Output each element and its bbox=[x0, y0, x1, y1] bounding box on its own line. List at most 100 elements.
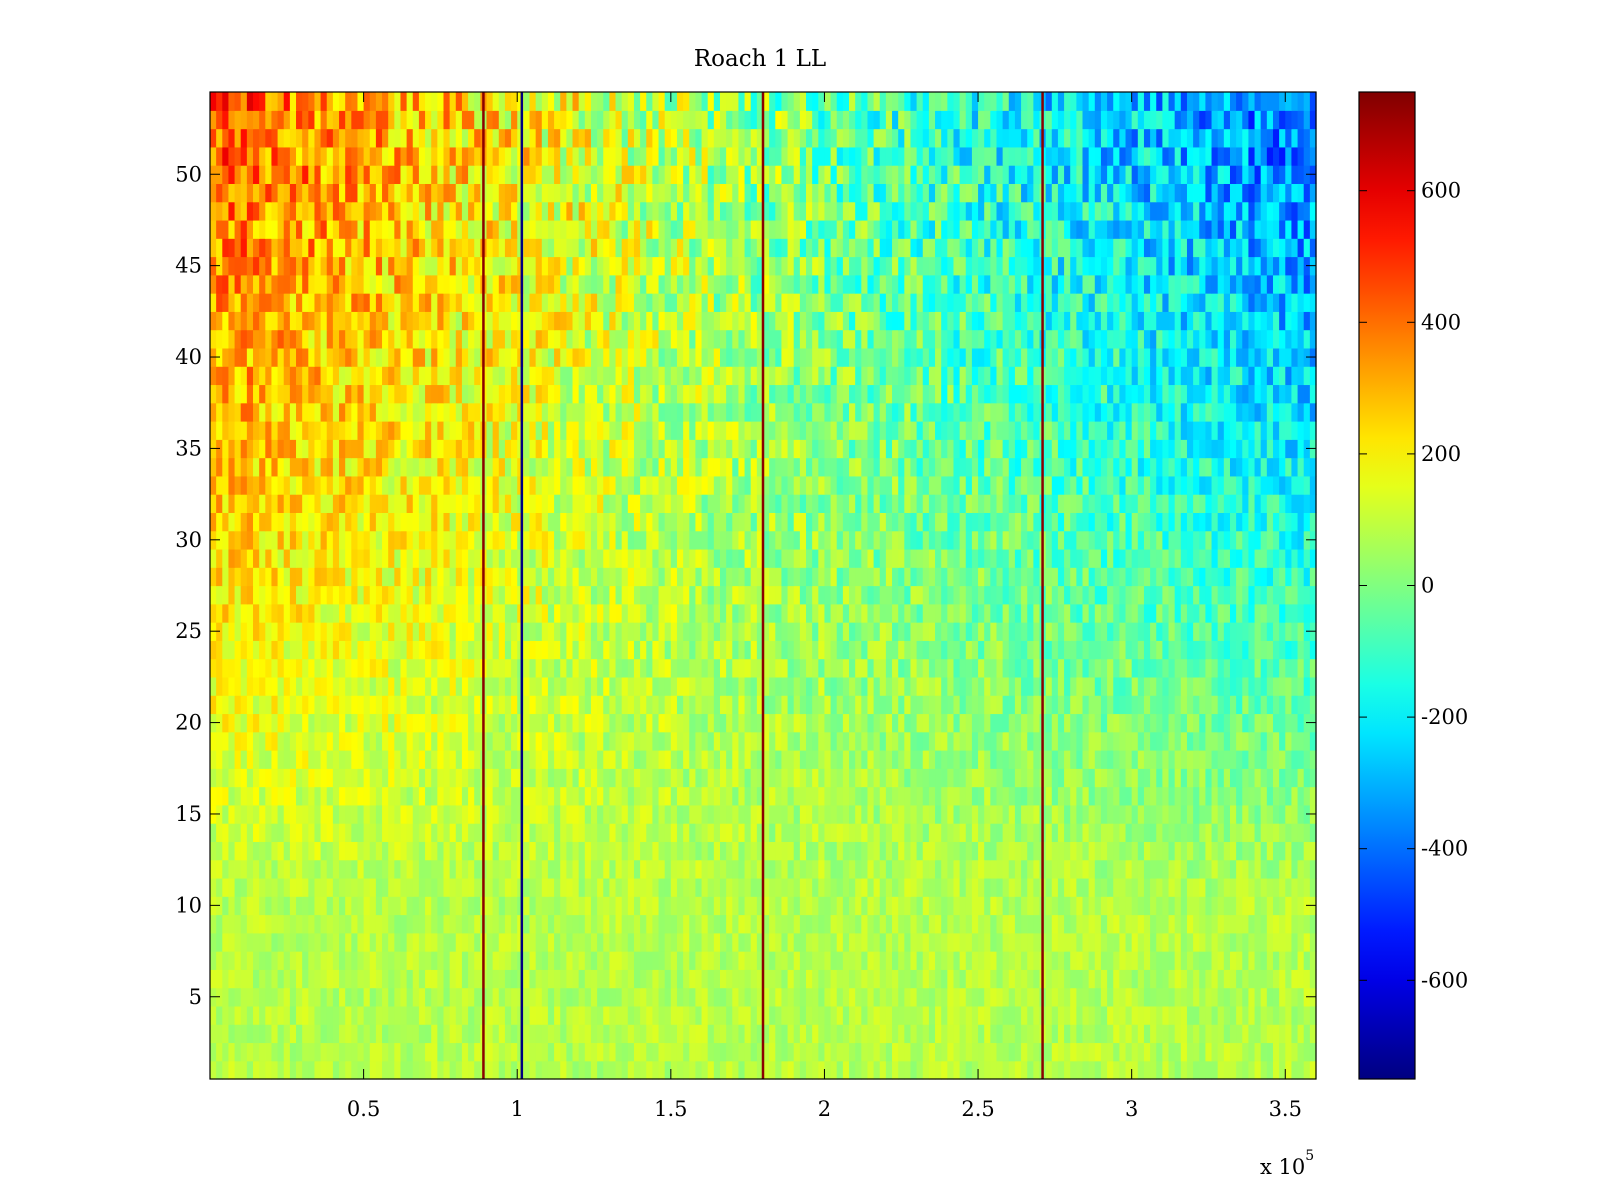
heatmap-cell bbox=[769, 1005, 776, 1025]
heatmap-cell bbox=[769, 731, 776, 751]
heatmap-cell bbox=[885, 585, 893, 605]
heatmap-cell bbox=[1119, 786, 1127, 806]
heatmap-cell bbox=[339, 658, 346, 678]
heatmap-cell bbox=[523, 896, 531, 916]
heatmap-cell bbox=[1193, 695, 1200, 715]
heatmap-cell bbox=[1211, 804, 1219, 824]
heatmap-cell bbox=[468, 640, 475, 660]
heatmap-cell bbox=[240, 768, 248, 788]
heatmap-cell bbox=[1008, 695, 1016, 715]
heatmap-cell bbox=[818, 841, 826, 861]
heatmap-cell bbox=[935, 914, 942, 934]
heatmap-cell bbox=[947, 786, 955, 806]
heatmap-cell bbox=[1094, 713, 1102, 733]
heatmap-cell bbox=[461, 804, 469, 824]
heatmap-cell bbox=[670, 951, 678, 970]
heatmap-cell bbox=[216, 603, 223, 623]
heatmap-cell bbox=[1279, 859, 1286, 879]
heatmap-cell bbox=[615, 932, 623, 952]
heatmap-cell bbox=[277, 877, 285, 897]
heatmap-cell bbox=[449, 914, 457, 934]
heatmap-cell bbox=[234, 951, 242, 970]
heatmap-cell bbox=[603, 1060, 610, 1080]
heatmap-cell bbox=[744, 603, 752, 623]
heatmap-cell bbox=[277, 585, 285, 605]
heatmap-cell bbox=[732, 731, 740, 751]
heatmap-cell bbox=[1033, 731, 1041, 751]
heatmap-cell bbox=[885, 823, 893, 842]
heatmap-cell bbox=[1193, 1005, 1200, 1025]
heatmap-cell bbox=[412, 1024, 420, 1044]
heatmap-cell bbox=[289, 750, 297, 769]
heatmap-cell bbox=[873, 676, 881, 696]
heatmap-cell bbox=[412, 859, 420, 879]
heatmap-cell bbox=[1082, 731, 1090, 751]
heatmap-cell bbox=[394, 695, 402, 715]
heatmap-cell bbox=[959, 622, 967, 641]
heatmap-cell bbox=[609, 750, 617, 769]
heatmap-cell bbox=[640, 969, 647, 989]
heatmap-cell bbox=[375, 877, 383, 897]
heatmap-cell bbox=[793, 932, 801, 952]
heatmap-cell bbox=[1297, 969, 1305, 989]
heatmap-cell bbox=[984, 1060, 991, 1080]
heatmap-cell bbox=[425, 731, 432, 751]
heatmap-cell bbox=[394, 823, 402, 842]
heatmap-cell bbox=[511, 567, 518, 587]
heatmap-cell bbox=[228, 750, 236, 769]
heatmap-cell bbox=[1254, 951, 1262, 970]
heatmap-cell bbox=[265, 932, 273, 952]
heatmap-cell bbox=[1279, 823, 1286, 842]
heatmap-cell bbox=[1088, 1005, 1096, 1025]
heatmap-cell bbox=[898, 859, 905, 879]
heatmap-cell bbox=[670, 987, 678, 1007]
heatmap-cell bbox=[1008, 823, 1016, 842]
heatmap-cell bbox=[431, 731, 438, 751]
heatmap-cell bbox=[388, 603, 395, 623]
heatmap-cell bbox=[1162, 987, 1170, 1007]
heatmap-cell bbox=[603, 768, 610, 788]
heatmap-cell bbox=[246, 622, 254, 641]
heatmap-cell bbox=[775, 1005, 783, 1025]
heatmap-cell bbox=[892, 640, 899, 660]
heatmap-cell bbox=[971, 914, 979, 934]
heatmap-cell bbox=[486, 585, 494, 605]
heatmap-cell bbox=[369, 951, 377, 970]
heatmap-cell bbox=[676, 713, 684, 733]
heatmap-cell bbox=[363, 713, 371, 733]
heatmap-cell bbox=[351, 987, 359, 1007]
heatmap-cell bbox=[1088, 676, 1096, 696]
heatmap-cell bbox=[431, 786, 438, 806]
heatmap-cell bbox=[461, 1024, 469, 1044]
heatmap-cell bbox=[769, 768, 776, 788]
heatmap-cell bbox=[1242, 786, 1250, 806]
heatmap-cell bbox=[535, 859, 543, 879]
heatmap-cell bbox=[971, 658, 979, 678]
heatmap-cell bbox=[443, 877, 451, 897]
heatmap-cell bbox=[763, 1060, 770, 1080]
heatmap-cell bbox=[738, 859, 746, 879]
heatmap-cell bbox=[621, 877, 629, 897]
heatmap-cell bbox=[627, 1024, 635, 1044]
heatmap-cell bbox=[1156, 969, 1163, 989]
heatmap-cell bbox=[1254, 823, 1262, 842]
heatmap-cell bbox=[1150, 786, 1157, 806]
heatmap-cell bbox=[265, 640, 273, 660]
heatmap-cell bbox=[769, 676, 776, 696]
heatmap-cell bbox=[1088, 786, 1096, 806]
heatmap-cell bbox=[554, 658, 561, 678]
heatmap-cell bbox=[1088, 658, 1096, 678]
heatmap-cell bbox=[627, 768, 635, 788]
heatmap-cell bbox=[584, 750, 592, 769]
heatmap-cell bbox=[228, 567, 236, 587]
heatmap-cell bbox=[1168, 786, 1176, 806]
heatmap-cell bbox=[1168, 969, 1176, 989]
heatmap-cell bbox=[455, 713, 463, 733]
heatmap-cell bbox=[468, 914, 475, 934]
heatmap-cell bbox=[695, 1042, 703, 1062]
heatmap-cell bbox=[523, 585, 531, 605]
heatmap-cell bbox=[1033, 750, 1041, 769]
heatmap-cell bbox=[1193, 603, 1200, 623]
heatmap-cell bbox=[910, 750, 918, 769]
heatmap-cell bbox=[529, 804, 537, 824]
